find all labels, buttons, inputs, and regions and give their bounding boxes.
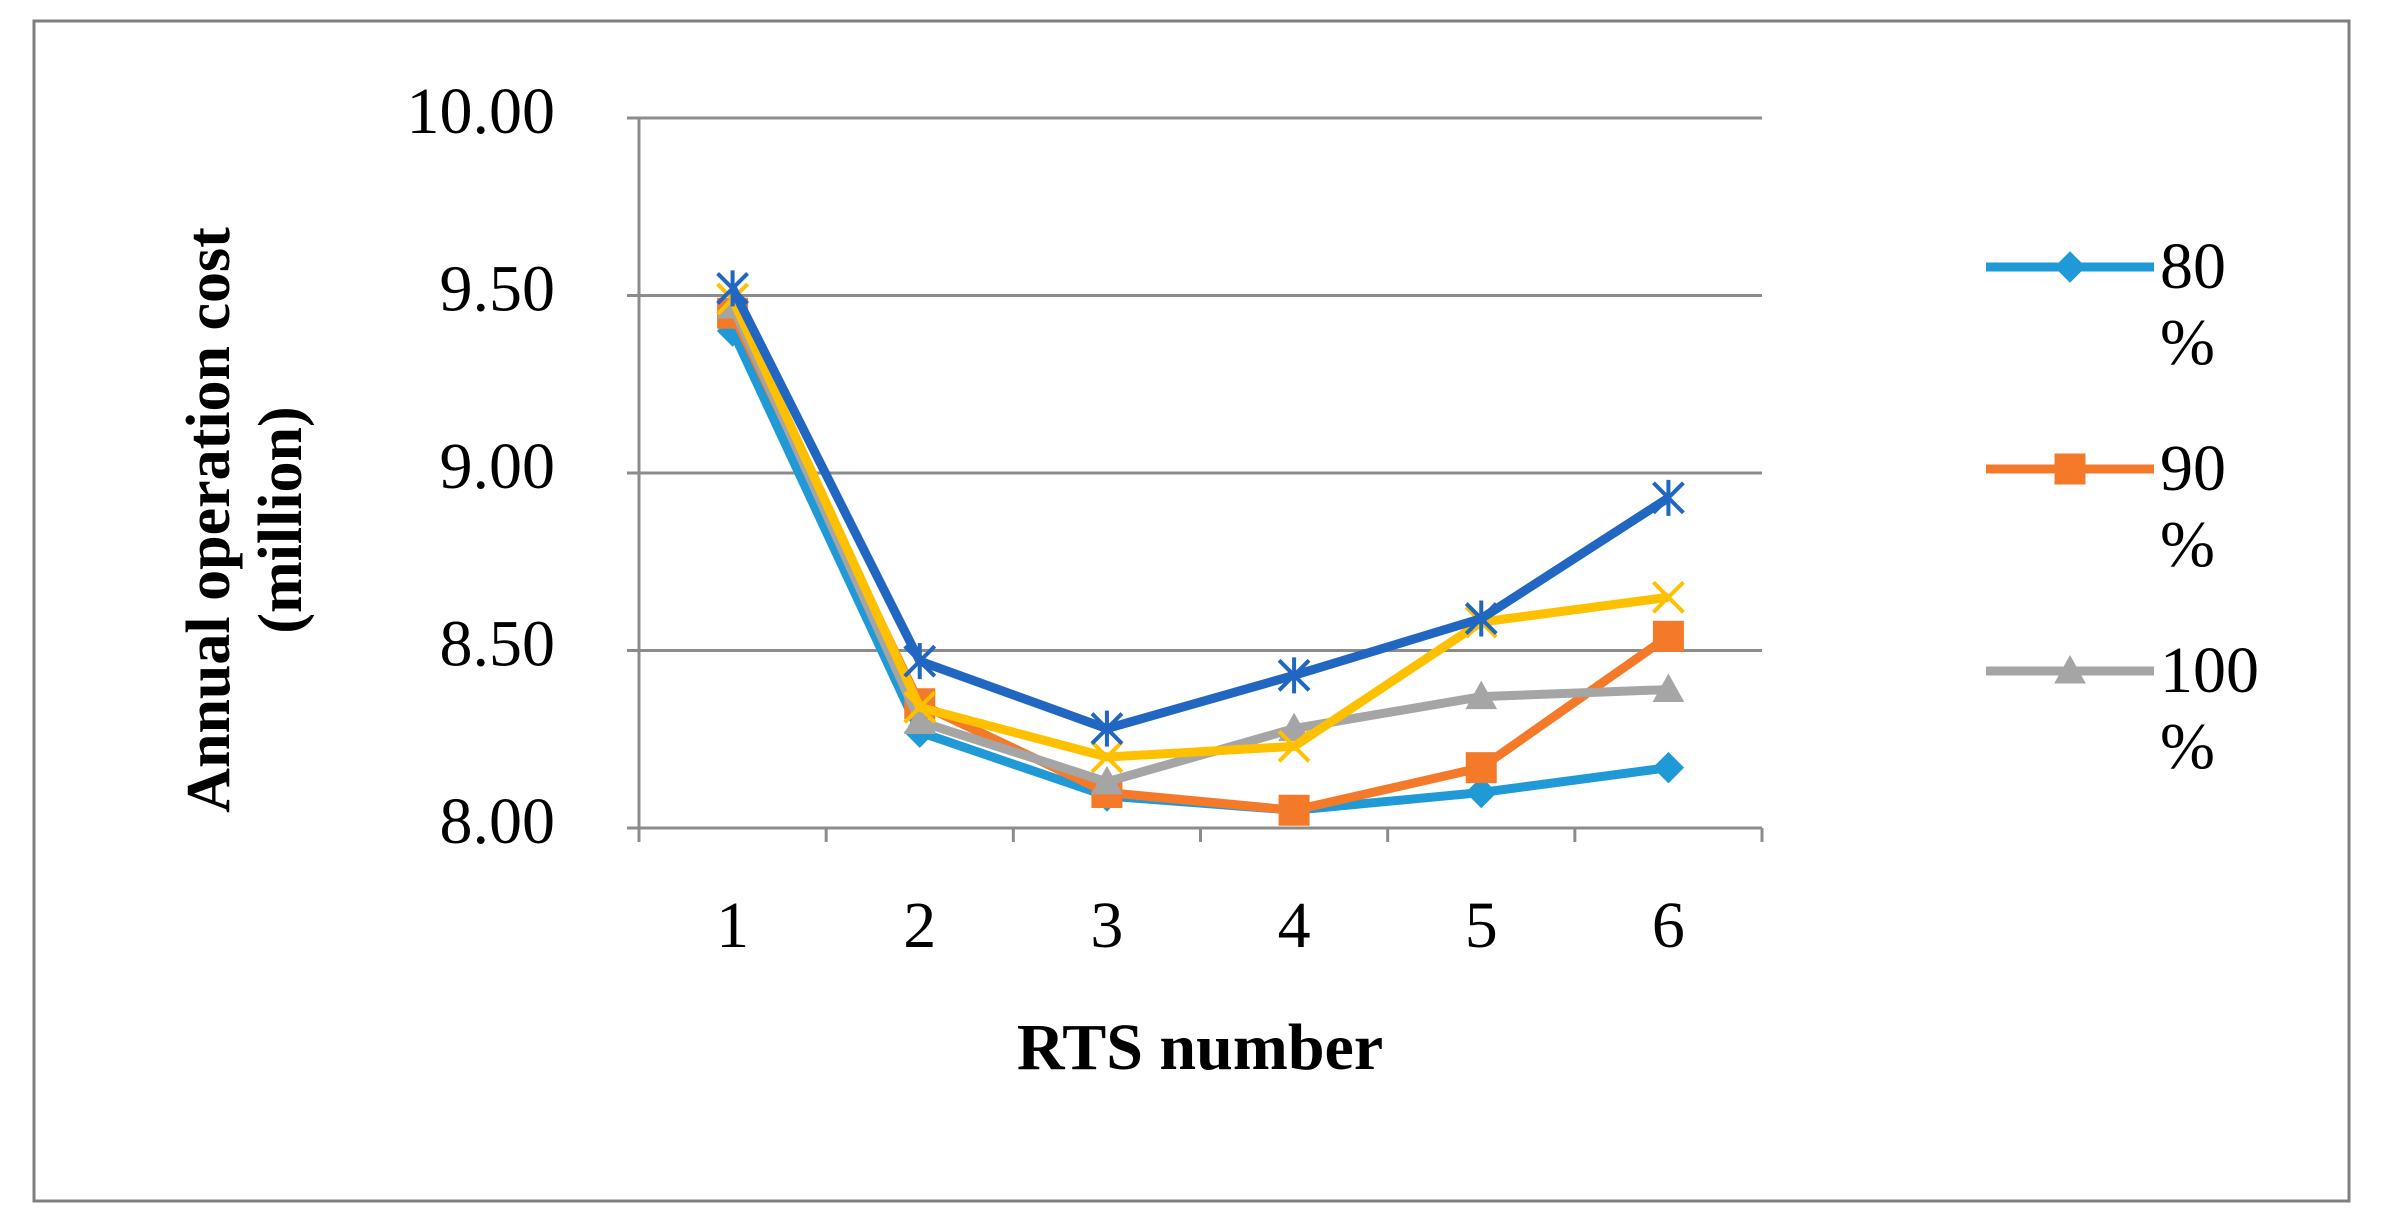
y-tick-label: 10.00 [407, 75, 556, 148]
marker [1278, 712, 1310, 742]
marker [1652, 479, 1685, 516]
marker [1652, 620, 1684, 652]
marker [716, 270, 749, 307]
marker [1090, 710, 1124, 747]
marker [1652, 751, 1685, 784]
y-tick-label: 9.00 [440, 430, 556, 503]
marker [2054, 654, 2086, 684]
x-tick-label: 3 [1090, 889, 1123, 962]
y-tick-label: 8.00 [440, 785, 556, 858]
marker [2054, 251, 2086, 283]
marker [1091, 765, 1123, 795]
series-line [728, 304, 1669, 787]
legend-label: 100 % [2160, 634, 2259, 783]
legend-label: 90 % [2160, 432, 2226, 581]
marker [1090, 740, 1124, 774]
marker [1277, 729, 1311, 763]
marker [1465, 776, 1497, 809]
x-tick-label: 4 [1278, 889, 1311, 962]
series-line [728, 286, 1671, 734]
marker [903, 705, 936, 734]
marker [1277, 657, 1311, 694]
chart-border [32, 19, 2351, 1203]
marker [1278, 794, 1310, 826]
series-line [728, 297, 1670, 762]
y-tick-label: 8.50 [440, 608, 556, 681]
x-tick-label: 1 [716, 889, 749, 962]
marker [2054, 453, 2086, 485]
x-tick-label: 2 [903, 889, 936, 962]
x-tick-label: 5 [1465, 889, 1498, 962]
x-tick-label: 6 [1652, 889, 1685, 962]
x-axis-title: RTS number [1017, 1011, 1383, 1084]
y-axis-title: Annual operation cost (million) [175, 227, 315, 813]
marker [1464, 600, 1498, 637]
marker [903, 690, 937, 724]
marker [1652, 580, 1685, 614]
marker [1652, 673, 1685, 703]
legend-label: 80 % [2160, 230, 2226, 379]
marker [903, 643, 937, 680]
y-tick-label: 9.50 [440, 253, 556, 326]
marker [1465, 680, 1498, 710]
marker [1465, 752, 1497, 784]
